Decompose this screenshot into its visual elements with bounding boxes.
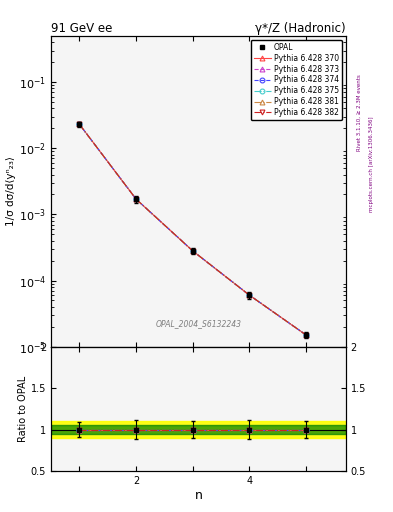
Y-axis label: Ratio to OPAL: Ratio to OPAL — [18, 376, 28, 442]
Text: Rivet 3.1.10, ≥ 2.3M events: Rivet 3.1.10, ≥ 2.3M events — [357, 74, 362, 151]
Bar — [51, 421, 346, 438]
X-axis label: n: n — [195, 488, 202, 502]
Text: γ*/Z (Hadronic): γ*/Z (Hadronic) — [255, 22, 346, 35]
Legend: OPAL, Pythia 6.428 370, Pythia 6.428 373, Pythia 6.428 374, Pythia 6.428 375, Py: OPAL, Pythia 6.428 370, Pythia 6.428 373… — [251, 39, 342, 120]
Text: mcplots.cern.ch [arXiv:1306.3436]: mcplots.cern.ch [arXiv:1306.3436] — [369, 116, 374, 211]
Text: OPAL_2004_S6132243: OPAL_2004_S6132243 — [156, 319, 241, 328]
Text: 91 GeV ee: 91 GeV ee — [51, 22, 112, 35]
Y-axis label: 1/σ dσ/d⟨yⁿ₂₃⟩: 1/σ dσ/d⟨yⁿ₂₃⟩ — [6, 156, 16, 226]
Bar — [51, 425, 346, 434]
